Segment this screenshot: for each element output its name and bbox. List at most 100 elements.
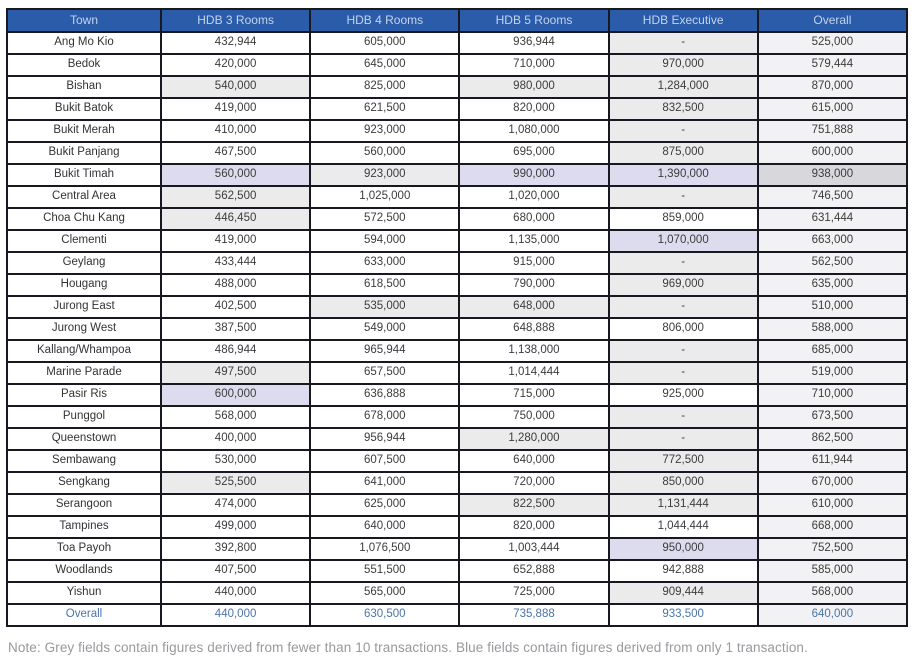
value-cell: 497,500 (159, 361, 312, 385)
table-row: Sengkang 525,500 641,000 720,000 850,000 670,… (6, 471, 909, 495)
value-cell: 680,000 (458, 207, 610, 231)
value-cell: 746,500 (756, 185, 909, 209)
value-cell: 875,000 (607, 141, 759, 165)
town-cell: Central Area (6, 185, 162, 209)
value-cell: 1,076,500 (309, 537, 461, 561)
table-row: Jurong West 387,500 549,000 648,888 806,000 5… (6, 317, 909, 341)
value-cell: 488,000 (159, 273, 312, 297)
value-cell: 510,000 (756, 295, 909, 319)
value-cell: 625,000 (309, 493, 461, 517)
table-row: Kallang/Whampoa 486,944 965,944 1,138,000-6… (6, 339, 909, 363)
note-text: Note: Grey fields contain figures derive… (8, 640, 808, 655)
value-cell: 942,888 (607, 559, 759, 583)
value-cell: 1,014,444 (458, 361, 610, 385)
overall-label-cell: Overall (6, 603, 162, 627)
value-cell: 420,000 (159, 53, 312, 77)
value-cell: 950,000 (607, 537, 759, 561)
table-row: Sembawang 530,000 607,500 640,000 772,500 611… (6, 449, 909, 473)
town-cell: Bukit Merah (6, 119, 162, 143)
value-cell: 600,000 (756, 141, 909, 165)
value-cell: 862,500 (756, 427, 909, 451)
value-cell: 432,944 (159, 31, 312, 55)
town-cell: Bukit Batok (6, 97, 162, 121)
value-cell: 652,888 (458, 559, 610, 583)
value-cell: 588,000 (756, 317, 909, 341)
value-cell: 615,000 (756, 97, 909, 121)
column-header-hdb-5-rooms: HDB 5 Rooms (458, 8, 610, 33)
value-cell: 562,500 (756, 251, 909, 275)
table-row: Tampines 499,000 640,000 820,000 1,044,444 66… (6, 515, 909, 539)
value-cell: 685,000 (756, 339, 909, 363)
value-cell: 530,000 (159, 449, 312, 473)
value-cell: 641,000 (309, 471, 461, 495)
value-cell: 540,000 (159, 75, 312, 99)
value-cell: 990,000 (458, 163, 610, 187)
value-cell: 925,000 (607, 383, 759, 407)
value-cell: 610,000 (756, 493, 909, 517)
value-cell: 467,500 (159, 141, 312, 165)
value-cell: 715,000 (458, 383, 610, 407)
table-row: Serangoon 474,000 625,000 822,500 1,131,444 6… (6, 493, 909, 517)
town-cell: Queenstown (6, 427, 162, 451)
table-row: Woodlands 407,500 551,500 652,888 942,888 585… (6, 559, 909, 583)
value-cell: 657,500 (309, 361, 461, 385)
value-cell: 915,000 (458, 251, 610, 275)
value-cell: 720,000 (458, 471, 610, 495)
value-cell: 633,000 (309, 251, 461, 275)
value-cell: 419,000 (159, 229, 312, 253)
value-cell: 673,500 (756, 405, 909, 429)
value-cell: 400,000 (159, 427, 312, 451)
value-cell: 663,000 (756, 229, 909, 253)
value-cell: 933,500 (607, 603, 759, 627)
header-row: Town HDB 3 Rooms HDB 4 Rooms HDB 5 Rooms HDB… (6, 8, 909, 33)
town-cell: Woodlands (6, 559, 162, 583)
town-cell: Tampines (6, 515, 162, 539)
column-header-town: Town (6, 8, 162, 33)
value-cell: 1,025,000 (309, 185, 461, 209)
value-cell: - (607, 405, 759, 429)
value-cell: 1,070,000 (607, 229, 759, 253)
town-cell: Sengkang (6, 471, 162, 495)
value-cell: 607,500 (309, 449, 461, 473)
value-cell: 407,500 (159, 559, 312, 583)
value-cell: 969,000 (607, 273, 759, 297)
value-cell: 630,500 (309, 603, 461, 627)
value-cell: 725,000 (458, 581, 610, 605)
value-cell: 631,444 (756, 207, 909, 231)
value-cell: 1,003,444 (458, 537, 610, 561)
town-cell: Marine Parade (6, 361, 162, 385)
value-cell: 560,000 (159, 163, 312, 187)
value-cell: 1,131,444 (607, 493, 759, 517)
value-cell: 636,888 (309, 383, 461, 407)
overall-footer-row: Overall 440,000 630,500 735,888 933,500 640,0… (6, 603, 909, 627)
town-cell: Ang Mo Kio (6, 31, 162, 55)
value-cell: 1,020,000 (458, 185, 610, 209)
value-cell: 735,888 (458, 603, 610, 627)
table-row: Bedok 420,000 645,000 710,000 970,000 579,444 (6, 53, 909, 77)
table-row: Jurong East 402,500 535,000 648,000-510,000 (6, 295, 909, 319)
value-cell: 1,390,000 (607, 163, 759, 187)
value-cell: 387,500 (159, 317, 312, 341)
column-header-hdb-executive: HDB Executive (607, 8, 759, 33)
table-row: Bukit Batok 419,000 621,500 820,000 832,500 6… (6, 97, 909, 121)
value-cell: 970,000 (607, 53, 759, 77)
value-cell: 825,000 (309, 75, 461, 99)
value-cell: 820,000 (458, 515, 610, 539)
table-row: Bukit Panjang 467,500 560,000 695,000 875,00… (6, 141, 909, 165)
table-row: Ang Mo Kio 432,944 605,000 936,944-525,000 (6, 31, 909, 55)
value-cell: 419,000 (159, 97, 312, 121)
value-cell: 980,000 (458, 75, 610, 99)
town-cell: Jurong West (6, 317, 162, 341)
value-cell: 440,000 (159, 581, 312, 605)
value-cell: 1,138,000 (458, 339, 610, 363)
value-cell: 936,944 (458, 31, 610, 55)
town-cell: Choa Chu Kang (6, 207, 162, 231)
value-cell: 635,000 (756, 273, 909, 297)
town-cell: Toa Payoh (6, 537, 162, 561)
value-cell: 611,944 (756, 449, 909, 473)
town-cell: Bukit Panjang (6, 141, 162, 165)
town-cell: Kallang/Whampoa (6, 339, 162, 363)
value-cell: 560,000 (309, 141, 461, 165)
town-cell: Pasir Ris (6, 383, 162, 407)
